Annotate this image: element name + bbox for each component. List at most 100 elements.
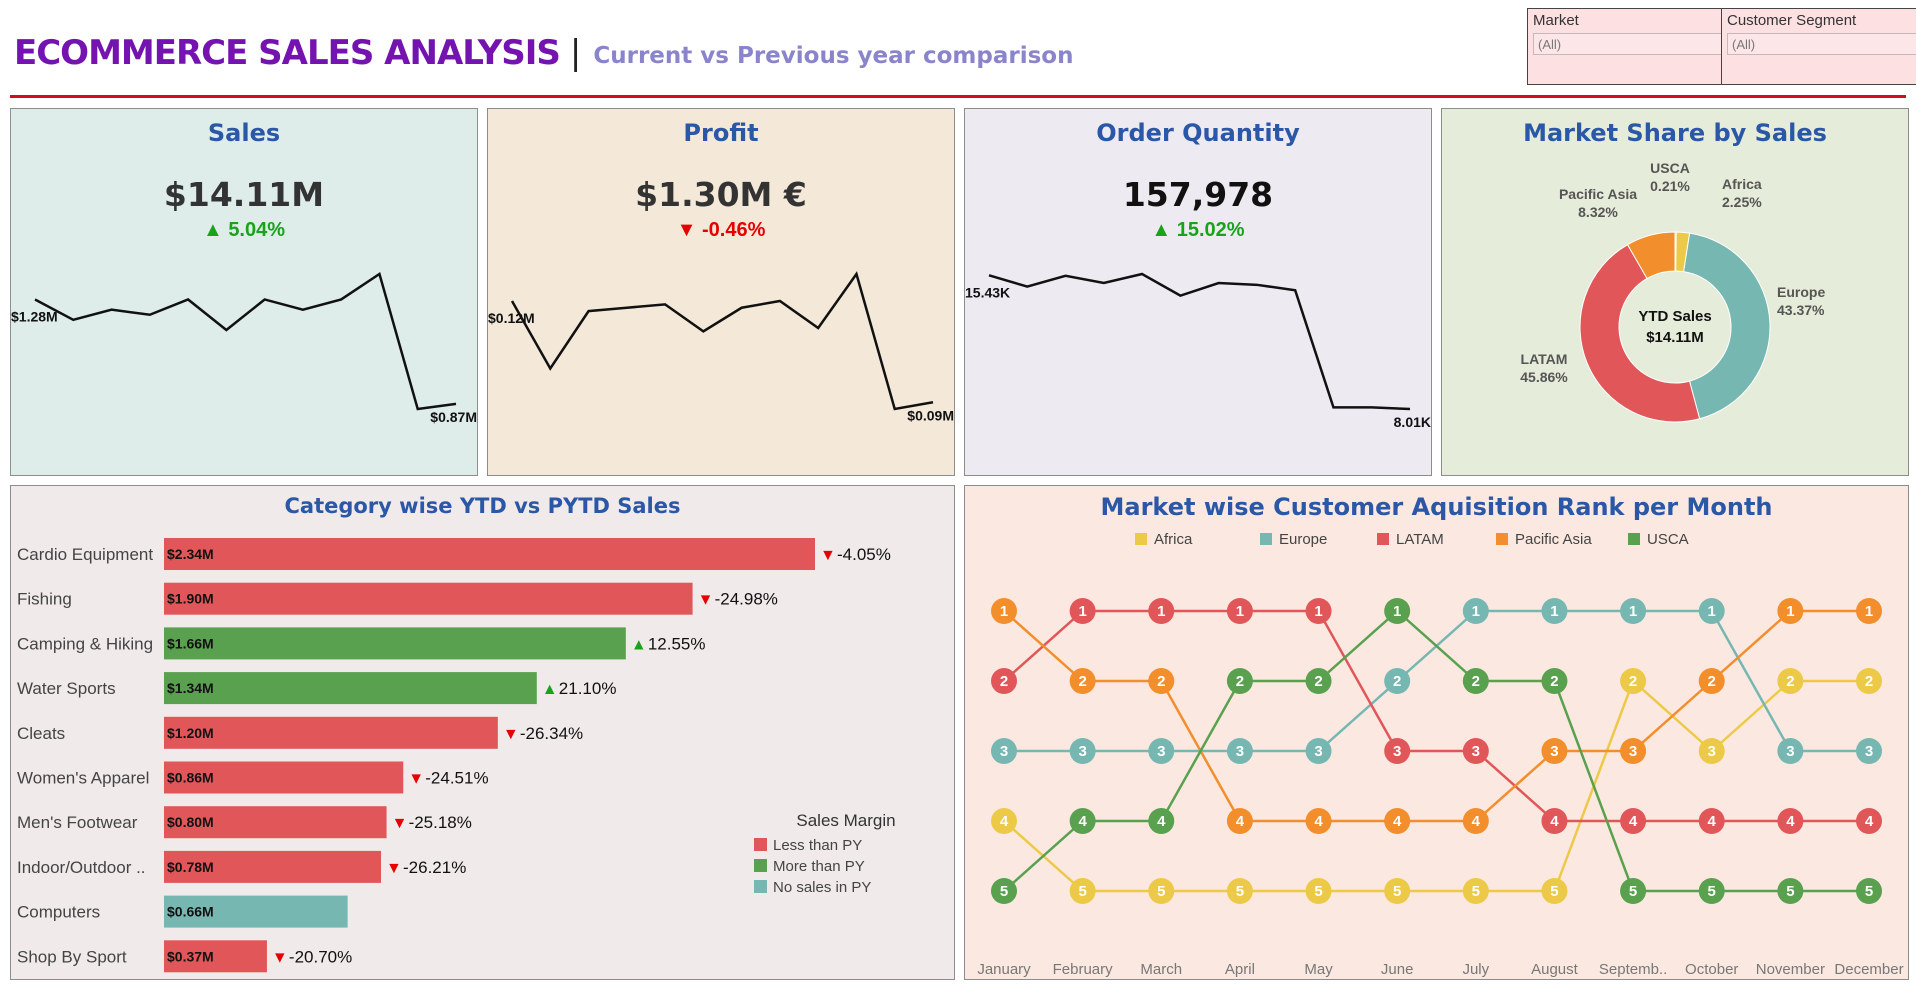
- rank-point[interactable]: [1777, 668, 1804, 694]
- donut-label-pct: 2.25%: [1722, 194, 1762, 210]
- rank-point[interactable]: [1777, 738, 1804, 764]
- rank-point[interactable]: [1620, 808, 1647, 834]
- rank-point[interactable]: [1541, 738, 1568, 764]
- rank-point[interactable]: [1384, 598, 1411, 624]
- rank-point[interactable]: [1698, 738, 1725, 764]
- market-filter-dropdown[interactable]: (All) ▼: [1533, 33, 1741, 55]
- category-bar[interactable]: [164, 716, 498, 749]
- rank-point[interactable]: [1462, 738, 1489, 764]
- rank-point[interactable]: [1462, 598, 1489, 624]
- rank-point-label: 3: [1078, 743, 1086, 760]
- rank-point[interactable]: [1148, 668, 1175, 694]
- rank-point[interactable]: [1305, 668, 1332, 694]
- rank-point[interactable]: [1856, 738, 1882, 764]
- category-bar[interactable]: [164, 806, 387, 839]
- rank-point[interactable]: [1069, 598, 1096, 624]
- rank-point[interactable]: [1069, 668, 1096, 694]
- donut-slice-latam[interactable]: [1579, 244, 1701, 423]
- rank-point-label: 5: [1236, 883, 1244, 900]
- rank-point[interactable]: [1148, 598, 1175, 624]
- rank-point-label: 2: [1708, 673, 1716, 690]
- rank-point[interactable]: [1541, 878, 1568, 904]
- rank-point[interactable]: [1384, 738, 1411, 764]
- rank-point[interactable]: [1462, 878, 1489, 904]
- rank-point[interactable]: [1148, 738, 1175, 764]
- rank-point[interactable]: [1148, 808, 1175, 834]
- rank-point[interactable]: [1069, 808, 1096, 834]
- rank-point[interactable]: [1777, 598, 1804, 624]
- rank-point-label: 2: [1865, 673, 1873, 690]
- kpi-arrow-icon: ▲: [1151, 219, 1172, 241]
- rank-point[interactable]: [1226, 738, 1253, 764]
- donut-label-pct: 43.37%: [1777, 302, 1825, 318]
- sparkline-end-label: 8.01K: [1394, 414, 1431, 430]
- customer-segment-filter-dropdown[interactable]: (All) ▼: [1727, 33, 1916, 55]
- rank-point[interactable]: [1148, 878, 1175, 904]
- rank-point[interactable]: [1305, 808, 1332, 834]
- rank-point[interactable]: [1305, 598, 1332, 624]
- rank-point[interactable]: [1541, 598, 1568, 624]
- category-bar[interactable]: [164, 895, 348, 928]
- rank-point[interactable]: [1541, 808, 1568, 834]
- rank-point[interactable]: [991, 738, 1017, 764]
- customer-segment-filter-value: (All): [1732, 36, 1756, 52]
- bar-change-label: 12.55%: [648, 634, 706, 653]
- rank-point[interactable]: [1620, 738, 1647, 764]
- legend-label: Africa: [1154, 531, 1193, 548]
- rank-point-label: 2: [1314, 673, 1322, 690]
- rank-point[interactable]: [1698, 598, 1725, 624]
- category-bar[interactable]: [164, 538, 815, 570]
- rank-point[interactable]: [1462, 668, 1489, 694]
- rank-point[interactable]: [1384, 808, 1411, 834]
- rank-point[interactable]: [1856, 878, 1882, 904]
- category-bar[interactable]: [164, 582, 693, 615]
- rank-point[interactable]: [1541, 668, 1568, 694]
- rank-point[interactable]: [1462, 808, 1489, 834]
- rank-point[interactable]: [1777, 878, 1804, 904]
- donut-slice-europe[interactable]: [1683, 232, 1771, 420]
- rank-point[interactable]: [1620, 598, 1647, 624]
- rank-point-label: 5: [1786, 883, 1794, 900]
- category-bar[interactable]: [164, 627, 626, 660]
- category-bar[interactable]: [164, 940, 267, 973]
- rank-series-line: [1003, 609, 1869, 893]
- bar-value-label: $0.80M: [167, 814, 214, 830]
- category-bar[interactable]: [164, 761, 404, 794]
- rank-point[interactable]: [1698, 668, 1725, 694]
- rank-point-label: 5: [1078, 883, 1086, 900]
- rank-point[interactable]: [1620, 668, 1647, 694]
- rank-point[interactable]: [991, 808, 1017, 834]
- kpi-title: Profit: [683, 119, 759, 147]
- rank-point[interactable]: [991, 668, 1017, 694]
- rank-point[interactable]: [1698, 878, 1725, 904]
- rank-point[interactable]: [1226, 808, 1253, 834]
- rank-point[interactable]: [1305, 738, 1332, 764]
- rank-point-label: 5: [1629, 883, 1637, 900]
- kpi-change: ▲ 15.02%: [965, 219, 1431, 242]
- donut-slice-pacific-asia[interactable]: [1626, 231, 1676, 280]
- rank-point[interactable]: [1305, 878, 1332, 904]
- rank-point[interactable]: [991, 878, 1017, 904]
- rank-point[interactable]: [1226, 668, 1253, 694]
- rank-point[interactable]: [1856, 808, 1882, 834]
- rank-point-label: 4: [1865, 813, 1874, 830]
- rank-point[interactable]: [1226, 598, 1253, 624]
- rank-point[interactable]: [1856, 668, 1882, 694]
- dashboard-title: ECOMMERCE SALES ANALYSIS: [14, 33, 561, 73]
- rank-point[interactable]: [1384, 878, 1411, 904]
- rank-point[interactable]: [1069, 738, 1096, 764]
- rank-point[interactable]: [1777, 808, 1804, 834]
- rank-point[interactable]: [1620, 878, 1647, 904]
- rank-point[interactable]: [1069, 878, 1096, 904]
- rank-point-label: 5: [1157, 883, 1165, 900]
- bar-value-label: $0.78M: [167, 859, 214, 875]
- kpi-value: $1.30M €: [635, 175, 807, 214]
- rank-point[interactable]: [1698, 808, 1725, 834]
- rank-point[interactable]: [1226, 878, 1253, 904]
- rank-point[interactable]: [991, 598, 1017, 624]
- category-bar[interactable]: [164, 850, 381, 883]
- rank-point[interactable]: [1384, 668, 1411, 694]
- category-bar[interactable]: [164, 672, 537, 705]
- rank-point[interactable]: [1856, 598, 1882, 624]
- market-filter: Market (All) ▼: [1527, 8, 1747, 85]
